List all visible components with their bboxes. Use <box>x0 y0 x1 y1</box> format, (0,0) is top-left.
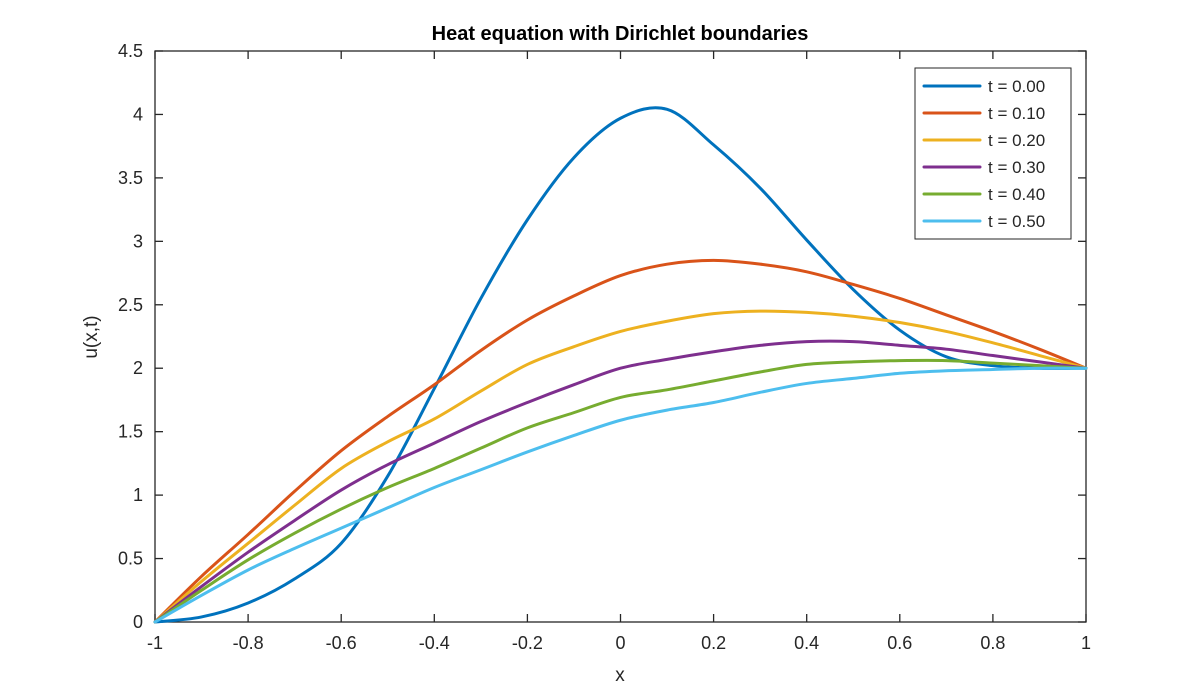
legend-label: t = 0.30 <box>988 158 1045 177</box>
x-tick-label: 0.6 <box>887 633 912 653</box>
x-tick-label: -0.2 <box>512 633 543 653</box>
curve-0.10 <box>153 258 1088 624</box>
x-tick-label: 0.8 <box>980 633 1005 653</box>
legend: t = 0.00 t = 0.10 t = 0.20 t = 0.30 t = 0.40… <box>914 67 1072 240</box>
x-tick-label: 0.2 <box>701 633 726 653</box>
y-tick-label: 2 <box>133 358 143 378</box>
x-tick-label: 0.4 <box>794 633 819 653</box>
y-axis-label: u(x,t) <box>81 315 102 358</box>
y-tick-label: 1.5 <box>118 422 143 442</box>
curve-0.40 <box>153 358 1088 624</box>
legend-label: t = 0.00 <box>988 77 1045 96</box>
x-tick-label: -0.6 <box>326 633 357 653</box>
curve-0.50 <box>153 366 1088 624</box>
x-tick-label: -0.4 <box>419 633 450 653</box>
x-tick-label: -0.8 <box>233 633 264 653</box>
x-axis-label: x <box>615 665 625 686</box>
curve-0.00 <box>153 106 1088 624</box>
y-tick-label: 0.5 <box>118 549 143 569</box>
y-tick-label: 1 <box>133 485 143 505</box>
legend-label: t = 0.10 <box>988 104 1045 123</box>
curve-0.20 <box>153 309 1088 624</box>
curve-0.30 <box>153 339 1088 624</box>
y-tick-label: 0 <box>133 612 143 632</box>
legend-box <box>914 67 1072 240</box>
y-tick-label: 3.5 <box>118 168 143 188</box>
curves-layer <box>153 106 1088 624</box>
y-tick-label: 3 <box>133 231 143 251</box>
y-tick-label: 4 <box>133 104 143 124</box>
x-tick-label: 1 <box>1081 633 1091 653</box>
plot-title: Heat equation with Dirichlet boundaries <box>432 23 809 45</box>
legend-label: t = 0.40 <box>988 185 1045 204</box>
legend-label: t = 0.20 <box>988 131 1045 150</box>
y-tick-label: 4.5 <box>118 41 143 61</box>
y-tick-label: 2.5 <box>118 295 143 315</box>
axes-layer: -1 -0.8 -0.6 -0.4 -0.2 0 0.2 0.4 0.6 0.8 1 0 0.5 1 1.5… <box>118 41 1091 653</box>
x-tick-label: -1 <box>147 633 163 653</box>
legend-label: t = 0.50 <box>988 212 1045 231</box>
x-tick-label: 0 <box>615 633 625 653</box>
